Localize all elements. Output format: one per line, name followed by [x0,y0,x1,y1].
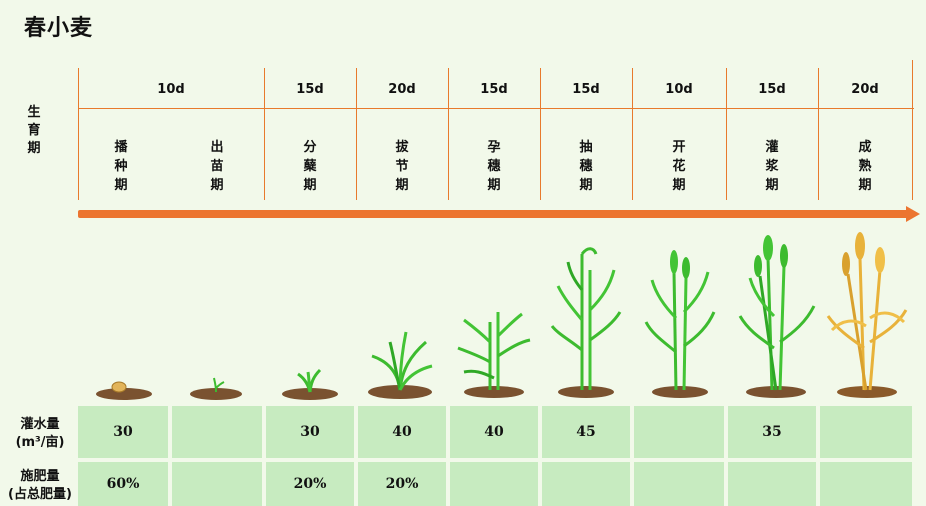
fertilizer-cell [728,462,816,506]
timeline-divider [726,68,727,200]
irrigation-cell: 45 [542,406,630,458]
irrigation-cell [634,406,724,458]
irrigation-cell [172,406,262,458]
stage-label: 拔 节 期 [395,140,409,193]
fertilizer-label: 施肥量 (占总肥量) [8,469,72,502]
heading-illustration [550,247,622,398]
irrigation-cell [820,406,912,458]
timeline-divider [264,68,265,200]
fertilizer-cell [542,462,630,506]
irrigation-cell: 30 [78,406,168,458]
stage-label: 出 苗 期 [210,140,224,193]
irrigation-label: 灌水量 (m³/亩) [15,417,65,450]
fertilizer-cell: 20% [266,462,354,506]
duration-label: 15d [572,82,600,97]
chart-title: 春小麦 [24,16,94,41]
timeline-divider [632,68,633,200]
grain-filling-illustration [738,235,816,398]
stage-label: 播 种 期 [114,140,128,193]
duration-label: 10d [157,82,185,97]
duration-label: 15d [480,82,508,97]
fertilizer-cell [820,462,912,506]
stage-label: 孕 穗 期 [487,140,501,193]
stage-label: 灌 浆 期 [765,140,779,193]
flowering-illustration [644,250,716,398]
fertilizer-cell: 60% [78,462,168,506]
timeline-divider [356,68,357,200]
stage-label: 成 熟 期 [858,140,872,193]
duration-label: 20d [388,82,416,97]
maturity-illustration [826,232,908,398]
timeline-divider [78,68,79,200]
duration-label: 15d [296,82,324,97]
timeline-arrow [78,210,910,218]
duration-label: 10d [665,82,693,97]
timeline-divider [448,68,449,200]
timeline-header-divider [78,108,914,109]
jointing-illustration [368,331,433,399]
seed-illustration [96,381,152,400]
growth-period-label: 生 育 期 [27,105,41,156]
timeline-divider [540,68,541,200]
stage-label: 抽 穗 期 [579,140,593,193]
booting-illustration [457,312,531,398]
irrigation-cell: 30 [266,406,354,458]
stage-label: 开 花 期 [672,140,686,193]
irrigation-cell: 40 [358,406,446,458]
fertilizer-cell [172,462,262,506]
irrigation-cell: 40 [450,406,538,458]
duration-label: 20d [851,82,879,97]
fertilizer-cell: 20% [358,462,446,506]
fertilizer-cell [450,462,538,506]
duration-label: 15d [758,82,786,97]
stage-label: 分 蘖 期 [303,140,317,193]
fertilizer-cell [634,462,724,506]
tillering-illustration [282,368,338,400]
timeline-divider [818,68,819,200]
timeline-divider [912,60,913,200]
seedling-emergence-illustration [190,377,242,400]
irrigation-cell: 35 [728,406,816,458]
timeline-arrowhead [906,206,920,222]
